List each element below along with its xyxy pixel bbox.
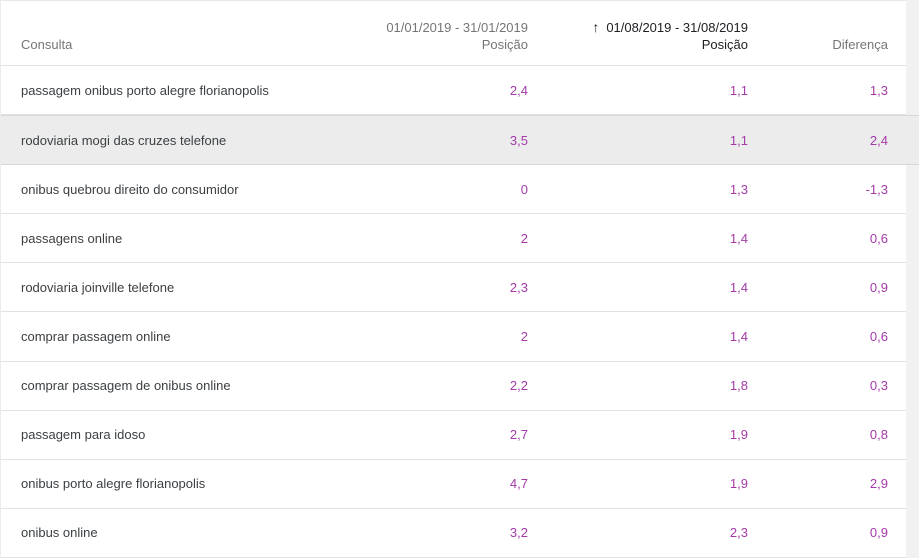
difference-cell: 1,3 bbox=[869, 82, 888, 98]
position-period2-cell: 1,1 bbox=[729, 132, 748, 148]
difference-cell: 0,3 bbox=[869, 378, 888, 394]
position-period1-cell: 2,7 bbox=[509, 427, 528, 443]
period2-metric-label: Posição bbox=[701, 37, 748, 52]
position-period2-cell: 1,9 bbox=[729, 427, 748, 443]
period2-date-range: 01/08/2019 - 31/08/2019 bbox=[606, 20, 748, 35]
position-period2-cell: 1,8 bbox=[729, 378, 748, 394]
table-row[interactable]: comprar passagem de onibus online 2,2 1,… bbox=[1, 361, 906, 411]
query-cell: comprar passagem de onibus online bbox=[21, 378, 231, 394]
period1-metric-label: Posição bbox=[481, 37, 528, 52]
query-column-label: Consulta bbox=[21, 37, 73, 52]
position-period1-cell: 2,3 bbox=[509, 279, 528, 295]
difference-cell: 2,4 bbox=[869, 132, 888, 148]
column-header-period1-position[interactable]: 01/01/2019 - 31/01/2019 Posição bbox=[328, 19, 528, 53]
query-cell: onibus porto alegre florianopolis bbox=[21, 476, 206, 492]
position-period1-cell: 2,4 bbox=[509, 82, 528, 98]
difference-cell: 0,9 bbox=[869, 279, 888, 295]
difference-column-label: Diferença bbox=[832, 37, 888, 52]
table-row[interactable]: passagem onibus porto alegre florianopol… bbox=[1, 66, 906, 116]
position-period1-cell: 0 bbox=[520, 181, 528, 197]
position-period2-cell: 1,4 bbox=[729, 230, 748, 246]
position-period1-cell: 3,2 bbox=[509, 525, 528, 541]
position-period1-cell: 2 bbox=[520, 230, 528, 246]
position-period1-cell: 2 bbox=[520, 329, 528, 345]
position-period2-cell: 1,9 bbox=[729, 476, 748, 492]
column-header-query[interactable]: Consulta bbox=[1, 36, 328, 53]
table-row[interactable]: onibus online 3,2 2,3 0,9 bbox=[1, 508, 906, 558]
table-row[interactable]: onibus quebrou direito do consumidor 0 1… bbox=[1, 165, 906, 215]
table-row[interactable]: passagens online 2 1,4 0,6 bbox=[1, 214, 906, 264]
position-period1-cell: 2,2 bbox=[509, 378, 528, 394]
position-period2-cell: 2,3 bbox=[729, 525, 748, 541]
difference-cell: 0,8 bbox=[869, 427, 888, 443]
difference-cell: 0,6 bbox=[869, 329, 888, 345]
table-row[interactable]: comprar passagem online 2 1,4 0,6 bbox=[1, 312, 906, 362]
table-body: passagem onibus porto alegre florianopol… bbox=[1, 66, 919, 558]
query-cell: rodoviaria mogi das cruzes telefone bbox=[21, 132, 227, 148]
query-cell: onibus online bbox=[21, 525, 98, 541]
difference-cell: 0,6 bbox=[869, 230, 888, 246]
position-period1-cell: 4,7 bbox=[509, 476, 528, 492]
column-header-period2-position[interactable]: ↑ 01/08/2019 - 31/08/2019 Posição bbox=[528, 19, 748, 53]
query-cell: passagem para idoso bbox=[21, 427, 146, 443]
position-period2-cell: 1,4 bbox=[729, 329, 748, 345]
table-header-row: Consulta 01/01/2019 - 31/01/2019 Posição… bbox=[1, 1, 906, 66]
query-cell: comprar passagem online bbox=[21, 329, 171, 345]
column-header-difference[interactable]: Diferença bbox=[748, 36, 888, 53]
table-row[interactable]: passagem para idoso 2,7 1,9 0,8 bbox=[1, 410, 906, 460]
position-period2-cell: 1,3 bbox=[729, 181, 748, 197]
query-cell: passagem onibus porto alegre florianopol… bbox=[21, 82, 269, 98]
query-cell: rodoviaria joinville telefone bbox=[21, 279, 175, 295]
query-cell: passagens online bbox=[21, 230, 123, 246]
sort-ascending-icon: ↑ bbox=[592, 19, 600, 35]
table-row[interactable]: rodoviaria mogi das cruzes telefone 3,5 … bbox=[1, 115, 919, 166]
query-cell: onibus quebrou direito do consumidor bbox=[21, 181, 239, 197]
position-period1-cell: 3,5 bbox=[509, 132, 528, 148]
table-row[interactable]: onibus porto alegre florianopolis 4,7 1,… bbox=[1, 459, 906, 509]
period1-date-range: 01/01/2019 - 31/01/2019 bbox=[386, 20, 528, 35]
difference-cell: 2,9 bbox=[869, 476, 888, 492]
table-row[interactable]: rodoviaria joinville telefone 2,3 1,4 0,… bbox=[1, 263, 906, 313]
position-period2-cell: 1,4 bbox=[729, 279, 748, 295]
difference-cell: 0,9 bbox=[869, 525, 888, 541]
difference-cell: -1,3 bbox=[865, 181, 888, 197]
position-period2-cell: 1,1 bbox=[729, 82, 748, 98]
